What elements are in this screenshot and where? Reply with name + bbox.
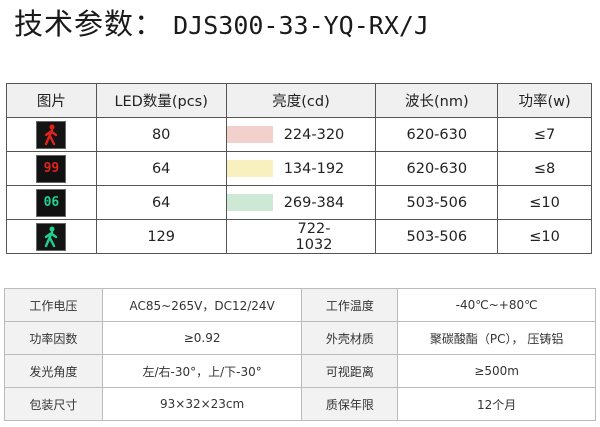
signal-image-cell [6, 219, 97, 254]
header-image: 图片 [6, 83, 97, 118]
title-label: 技术参数： [14, 7, 165, 41]
led-spec-table: 图片 LED数量(pcs) 亮度(cd) 波长(nm) 功率(w) 80 224-… [6, 83, 592, 254]
spec-value: -40℃~+80℃ [397, 288, 596, 322]
luminance-cell: 722-1032 [225, 219, 377, 254]
spec-row: 功率因数 ≥0.92 外壳材质 聚碳酸酯（PC）， 压铸铝 [4, 321, 596, 355]
wavelength: 503-506 [375, 185, 499, 220]
spec-key: 包装尺寸 [4, 387, 103, 421]
color-swatch [226, 194, 273, 211]
table-row: 06 64 269-384 503-506 ≤10 [6, 185, 592, 220]
header-luminance: 亮度(cd) [225, 83, 377, 118]
luminance-cell: 134-192 [225, 151, 377, 186]
spec-key: 工作温度 [301, 288, 399, 322]
luminance-value: 224-320 [283, 126, 345, 143]
spec-row: 发光角度 左/右-30°，上/下-30° 可视距离 ≥500m [4, 354, 596, 388]
signal-image-cell: 99 [6, 151, 97, 186]
led-count: 64 [95, 185, 227, 220]
spec-value: 聚碳酸酯（PC）， 压铸铝 [397, 321, 596, 355]
led-count: 129 [95, 219, 227, 254]
general-spec-table: 工作电压 AC85~265V，DC12/24V 工作温度 -40℃~+80℃ 功率因数 ≥… [4, 288, 596, 421]
power: ≤8 [497, 151, 592, 186]
spec-key: 工作电压 [4, 288, 103, 322]
spec-value: 左/右-30°，上/下-30° [101, 354, 303, 388]
luminance-cell: 269-384 [225, 185, 377, 220]
led-count: 80 [95, 117, 227, 152]
luminance-cell: 224-320 [225, 117, 377, 152]
spec-value: AC85~265V，DC12/24V [101, 288, 303, 322]
red-countdown-icon: 99 [36, 154, 67, 183]
luminance-value: 269-384 [283, 194, 345, 211]
model-number: DJS300-33-YQ-RX/J [173, 11, 429, 40]
color-swatch [226, 160, 273, 177]
header-wavelength: 波长(nm) [375, 83, 499, 118]
wavelength: 503-506 [375, 219, 499, 254]
table-header-row: 图片 LED数量(pcs) 亮度(cd) 波长(nm) 功率(w) [6, 83, 592, 118]
signal-image-cell [6, 117, 97, 152]
power: ≤10 [497, 219, 592, 254]
color-swatch [226, 126, 273, 143]
luminance-value: 722-1032 [295, 220, 333, 253]
signal-image-cell: 06 [6, 185, 97, 220]
color-swatch [227, 228, 273, 245]
spec-key: 质保年限 [301, 387, 399, 421]
spec-value: 12个月 [397, 387, 596, 421]
spec-key: 功率因数 [4, 321, 103, 355]
wavelength: 620-630 [375, 151, 499, 186]
power: ≤7 [497, 117, 592, 152]
spec-key: 发光角度 [4, 354, 103, 388]
spec-key: 可视距离 [301, 354, 399, 388]
green-countdown-icon: 06 [36, 188, 67, 217]
header-power: 功率(w) [497, 83, 592, 118]
table-row: 99 64 134-192 620-630 ≤8 [6, 151, 592, 186]
power: ≤10 [497, 185, 592, 220]
table-row: 80 224-320 620-630 ≤7 [6, 117, 592, 152]
luminance-value: 134-192 [283, 160, 345, 177]
spec-key: 外壳材质 [301, 321, 399, 355]
table-row: 129 722-1032 503-506 ≤10 [6, 219, 592, 254]
led-count: 64 [95, 151, 227, 186]
spec-value: 93×32×23cm [101, 387, 303, 421]
header-led-count: LED数量(pcs) [95, 83, 227, 118]
spec-value: ≥500m [397, 354, 596, 388]
wavelength: 620-630 [375, 117, 499, 152]
spec-row: 工作电压 AC85~265V，DC12/24V 工作温度 -40℃~+80℃ [4, 288, 596, 322]
countdown-digits: 06 [43, 195, 60, 210]
page-title: 技术参数： DJS300-33-YQ-RX/J [14, 2, 429, 46]
spec-row: 包装尺寸 93×32×23cm 质保年限 12个月 [4, 387, 596, 421]
spec-value: ≥0.92 [101, 321, 303, 355]
countdown-digits: 99 [43, 161, 60, 176]
green-pedestrian-icon [36, 222, 67, 251]
red-pedestrian-icon [36, 120, 67, 149]
